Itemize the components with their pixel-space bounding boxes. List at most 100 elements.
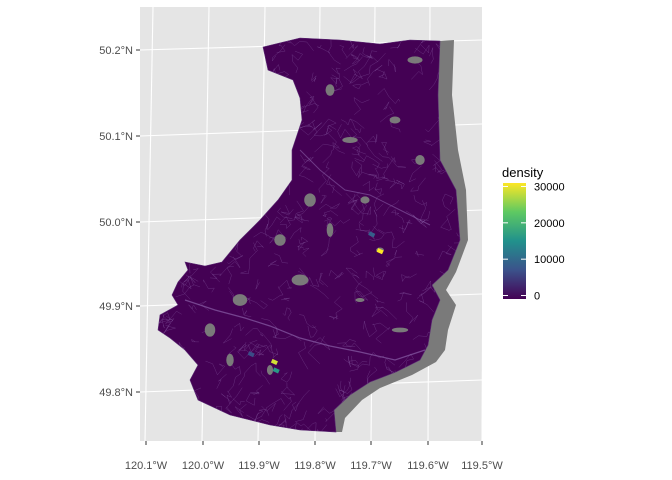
tract-edge bbox=[314, 143, 345, 154]
tract-edge bbox=[233, 323, 245, 332]
tract-edge bbox=[300, 154, 314, 163]
unpopulated-area bbox=[291, 274, 309, 286]
tract-edge bbox=[289, 227, 302, 240]
tract-edge bbox=[350, 118, 362, 134]
tract-edge bbox=[299, 314, 317, 328]
tract-edge bbox=[261, 403, 276, 412]
tract-edge bbox=[373, 174, 389, 180]
tract-edge bbox=[415, 250, 425, 257]
tract-edge bbox=[314, 133, 340, 149]
tract-edge bbox=[366, 135, 383, 162]
tract-edge bbox=[272, 414, 283, 428]
tract-edge bbox=[378, 152, 406, 168]
tract-edge bbox=[188, 304, 197, 314]
tract-edge bbox=[240, 242, 258, 274]
tract-edge bbox=[318, 272, 329, 288]
tract-edge bbox=[235, 404, 247, 417]
region-polygon bbox=[157, 37, 461, 433]
tract-edge bbox=[328, 269, 344, 280]
tract-edge bbox=[375, 270, 387, 278]
tract-edge bbox=[442, 193, 454, 211]
x-tick-label: 120.1°W bbox=[125, 460, 168, 472]
x-tick-label: 119.8°W bbox=[294, 460, 336, 472]
tract-edge bbox=[411, 60, 423, 80]
tract-edge bbox=[413, 211, 430, 225]
tract-edge bbox=[406, 302, 418, 324]
tract-edge bbox=[335, 377, 351, 398]
legend-colorbar bbox=[503, 183, 526, 299]
tract-edge bbox=[268, 286, 284, 301]
legend-tick-label: 0 bbox=[534, 291, 540, 303]
tract-edge bbox=[392, 238, 405, 249]
tract-edge bbox=[355, 209, 378, 234]
tract-edge bbox=[425, 117, 442, 133]
tract-edge bbox=[349, 355, 359, 372]
tract-edge bbox=[440, 208, 456, 231]
tract-edge bbox=[357, 352, 385, 369]
tract-edge bbox=[352, 193, 366, 214]
tract-edge bbox=[181, 274, 190, 288]
tract-edge bbox=[189, 268, 199, 286]
tract-edge bbox=[281, 391, 292, 411]
tract-edge bbox=[277, 207, 293, 219]
unpopulated-area bbox=[232, 294, 248, 306]
tract-edge bbox=[234, 243, 242, 257]
tract-edge bbox=[328, 38, 341, 65]
tract-edge bbox=[282, 307, 292, 321]
tract-edge bbox=[254, 332, 272, 357]
tract-edge bbox=[277, 38, 314, 51]
tract-edge bbox=[246, 414, 270, 424]
tract-edge bbox=[328, 181, 342, 196]
tract-edge bbox=[298, 236, 309, 245]
tract-edge bbox=[348, 191, 360, 204]
tract-edge bbox=[298, 267, 307, 277]
tract-edge bbox=[216, 373, 227, 389]
tract-edge bbox=[337, 342, 356, 347]
tract-edge bbox=[302, 248, 310, 257]
tract-edge bbox=[408, 165, 422, 183]
unpopulated-area bbox=[266, 365, 274, 375]
x-tick-label: 119.5°W bbox=[461, 460, 503, 472]
tract-edge bbox=[381, 142, 389, 155]
legend-tick-label: 10000 bbox=[534, 254, 565, 266]
tract-edge bbox=[226, 256, 241, 285]
tract-edge bbox=[372, 163, 388, 169]
tract-edge bbox=[371, 306, 388, 317]
tract-edge bbox=[334, 296, 343, 320]
density-hotspot bbox=[376, 248, 384, 255]
meridian-119-5 bbox=[481, 321, 482, 441]
tract-edge bbox=[345, 45, 358, 59]
tract-edge bbox=[414, 43, 430, 55]
tract-edge bbox=[432, 153, 448, 175]
tract-edge bbox=[161, 312, 171, 329]
x-axis: 120.1°W 120.0°W 119.9°W 119.8°W 119.7°W 119.6… bbox=[125, 441, 503, 472]
y-tick-label: 50.1°N bbox=[99, 131, 133, 143]
density-hotspot bbox=[247, 351, 255, 358]
unpopulated-area bbox=[355, 297, 365, 303]
tract-edge bbox=[284, 403, 300, 424]
tract-edge bbox=[429, 47, 434, 64]
tract-edge bbox=[322, 141, 340, 163]
tract-edge bbox=[318, 203, 340, 210]
tract-edge bbox=[244, 340, 258, 352]
tract-edge bbox=[191, 338, 199, 343]
tract-edge bbox=[353, 97, 370, 115]
tract-edge bbox=[265, 398, 285, 416]
tract-edge bbox=[306, 91, 315, 105]
tract-edge bbox=[390, 209, 405, 223]
tract-edge bbox=[331, 67, 341, 75]
tract-edge bbox=[434, 160, 445, 173]
tract-edge bbox=[416, 280, 436, 299]
tract-edge bbox=[362, 47, 373, 59]
tract-edge bbox=[345, 193, 358, 210]
tract-edge bbox=[274, 253, 289, 264]
tract-edge bbox=[351, 161, 361, 177]
tract-edge bbox=[347, 355, 359, 368]
unpopulated-area bbox=[226, 353, 234, 367]
tract-edge bbox=[343, 52, 386, 84]
tract-edge bbox=[377, 88, 400, 104]
tract-edge bbox=[298, 341, 309, 370]
tract-edge bbox=[397, 292, 412, 302]
tract-edge bbox=[352, 81, 369, 90]
y-axis: 50.2°N 50.1°N 50.0°N 49.9°N 49.8°N bbox=[99, 45, 140, 399]
